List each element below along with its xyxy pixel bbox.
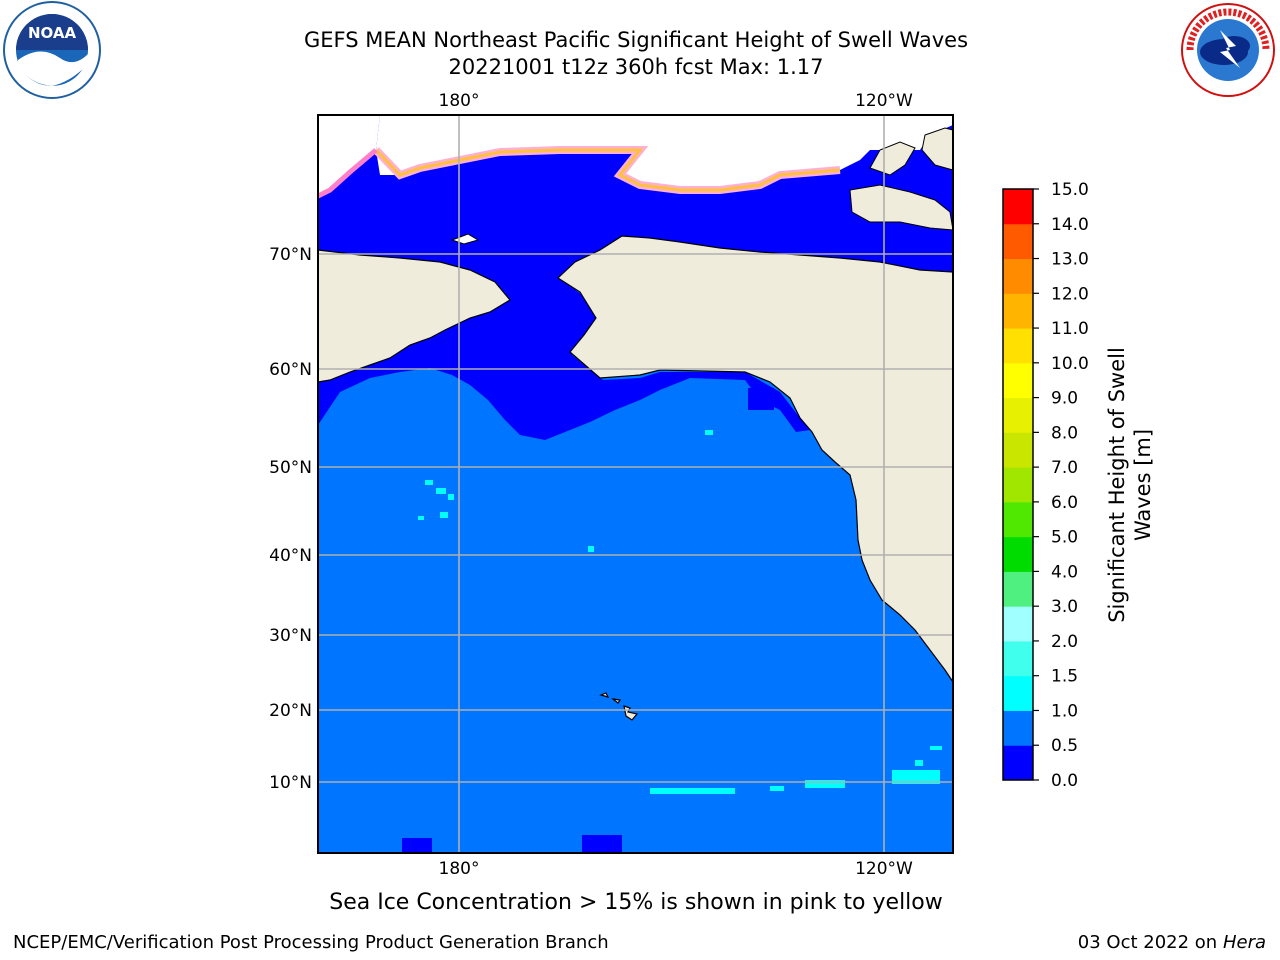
y-tick-30n: 30°N (269, 626, 312, 646)
x-tick-bottom-120w: 120°W (855, 859, 913, 879)
colorbar-label-line1: Significant Height of Swell (1105, 347, 1129, 623)
colorbar-segment (1003, 606, 1033, 642)
colorbar-tick-label: 2.0 (1051, 632, 1078, 652)
map-plot-area (318, 115, 953, 853)
colorbar-label-line2: Waves [m] (1131, 429, 1155, 541)
x-tick-top-180: 180° (439, 91, 480, 111)
colorbar-tick-label: 10.0 (1051, 354, 1089, 374)
colorbar-tick-label: 9.0 (1051, 389, 1078, 409)
colorbar-tick-label: 1.5 (1051, 667, 1078, 687)
colorbar-segment (1003, 397, 1033, 433)
colorbar-segment (1003, 536, 1033, 572)
land-canadian-archipelago (849, 184, 953, 231)
colorbar-segment (1003, 328, 1033, 364)
y-tick-40n: 40°N (269, 546, 312, 566)
y-tick-10n: 10°N (269, 773, 312, 793)
x-tick-bottom-180: 180° (439, 859, 480, 879)
map-frame (317, 114, 954, 854)
colorbar-tick-label: 3.0 (1051, 597, 1078, 617)
y-tick-60n: 60°N (269, 360, 312, 380)
colorbar-segment (1003, 467, 1033, 503)
colorbar-tick-label: 14.0 (1051, 215, 1089, 235)
colorbar-tick-label: 15.0 (1051, 180, 1089, 200)
colorbar-label: Significant Height of Swell Waves [m] (1105, 347, 1155, 623)
chart-title: GEFS MEAN Northeast Pacific Significant … (303, 28, 969, 52)
colorbar-segment (1003, 258, 1033, 294)
colorbar-segment (1003, 745, 1033, 781)
colorbar-frame (1002, 188, 1034, 781)
colorbar-tick-label: 0.0 (1051, 771, 1078, 791)
colorbar-tick-label: 0.5 (1051, 736, 1078, 756)
noaa-logo-text: NOAA (28, 24, 77, 42)
colorbar-segment (1003, 501, 1033, 538)
noaa-logo: NOAA (3, 1, 101, 99)
footer-date: 03 Oct 2022 on Hera (1078, 932, 1266, 953)
colorbar-segment (1003, 362, 1033, 399)
footer-host: Hera (1222, 932, 1266, 953)
colorbar-tick-label: 6.0 (1051, 493, 1078, 513)
sea-ice-edge-inner (374, 148, 841, 192)
colorbar-ticks: 15.0 14.0 13.0 12.0 11.0 10.0 9.0 8.0 7.0 6.0 5.0 4… (1033, 180, 1089, 791)
y-tick-20n: 20°N (269, 701, 312, 721)
colorbar-segment (1003, 223, 1033, 260)
colorbar-tick-label: 7.0 (1051, 458, 1078, 478)
colorbar-tick-label: 5.0 (1051, 528, 1078, 548)
footer-credit: NCEP/EMC/Verification Post Processing Pr… (13, 932, 609, 953)
colorbar-tick-label: 12.0 (1051, 284, 1089, 304)
sea-ice-arctic-west (318, 115, 380, 196)
land-siberia (318, 249, 511, 383)
colorbar-tick-label: 13.0 (1051, 250, 1089, 270)
colorbar-tick-label: 4.0 (1051, 562, 1078, 582)
colorbar-segment (1003, 710, 1033, 746)
colorbar-segment (1003, 571, 1033, 607)
colorbar-tick-label: 1.0 (1051, 701, 1078, 721)
nws-logo (1181, 3, 1275, 97)
colorbar-tick-label: 8.0 (1051, 423, 1078, 443)
land-alaska-canada (557, 235, 953, 684)
swell-band-high-patches (418, 430, 942, 794)
footer-date-text: 03 Oct 2022 on (1077, 932, 1223, 953)
colorbar-segment (1003, 432, 1033, 468)
map-gridlines (318, 115, 953, 853)
land-hawaii (599, 692, 639, 721)
sea-ice-caption: Sea Ice Concentration > 15% is shown in … (329, 890, 943, 915)
chart-subtitle: 20221001 t12z 360h fcst Max: 1.17 (448, 55, 824, 79)
colorbar-tick-label: 11.0 (1051, 319, 1089, 339)
colorbar-segment (1003, 189, 1033, 225)
swell-band-low-north (318, 115, 953, 440)
colorbar-segment (1003, 640, 1033, 677)
colorbar (1003, 189, 1033, 781)
x-tick-top-120w: 120°W (855, 91, 913, 111)
colorbar-segment (1003, 675, 1033, 711)
y-tick-70n: 70°N (269, 245, 312, 265)
y-tick-50n: 50°N (269, 458, 312, 478)
colorbar-segment (1003, 293, 1033, 329)
